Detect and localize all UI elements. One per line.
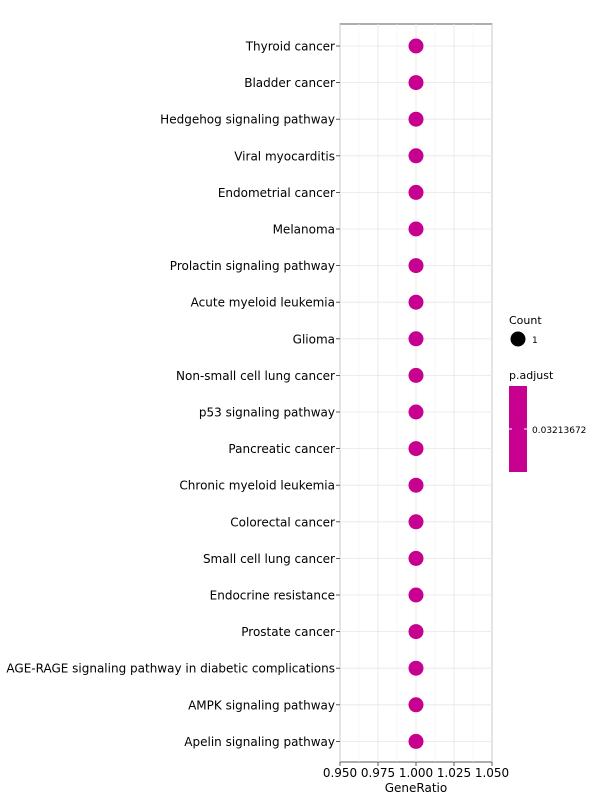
- category-label: Endocrine resistance: [210, 589, 335, 603]
- category-label: Bladder cancer: [244, 76, 335, 90]
- data-point: [408, 441, 424, 457]
- data-points: [408, 38, 424, 749]
- legend-color-label: 0.03213672: [532, 426, 586, 436]
- data-point: [408, 404, 424, 420]
- data-point: [408, 514, 424, 530]
- legend-color-title: p.adjust: [509, 369, 554, 382]
- data-point: [408, 587, 424, 603]
- data-point: [408, 221, 424, 237]
- legend-colorbar: [509, 386, 527, 472]
- category-label: AGE-RAGE signaling pathway in diabetic c…: [6, 662, 335, 676]
- category-label: Thyroid cancer: [245, 40, 335, 54]
- category-label: Non-small cell lung cancer: [176, 369, 335, 383]
- legend-size-label: 1: [532, 336, 538, 346]
- category-label: Colorectal cancer: [230, 515, 335, 529]
- category-label: Viral myocarditis: [234, 149, 335, 163]
- data-point: [408, 258, 424, 274]
- category-label: Endometrial cancer: [218, 186, 335, 200]
- x-axis: 0.950 0.975 1.000 1.025 1.050: [323, 762, 509, 780]
- data-point: [408, 294, 424, 310]
- category-label: Chronic myeloid leukemia: [179, 479, 335, 493]
- category-label: Hedgehog signaling pathway: [160, 113, 335, 127]
- data-point: [408, 184, 424, 200]
- category-label: Acute myeloid leukemia: [191, 296, 335, 310]
- category-label: Glioma: [293, 332, 335, 346]
- data-point: [408, 38, 424, 54]
- data-point: [408, 697, 424, 713]
- x-tick-label: 0.975: [361, 766, 395, 780]
- data-point: [408, 624, 424, 640]
- x-tick-label: 1.050: [475, 766, 509, 780]
- data-point: [408, 367, 424, 383]
- category-label: Apelin signaling pathway: [184, 735, 335, 749]
- legend-size-title: Count: [509, 314, 542, 327]
- data-point: [408, 111, 424, 127]
- legend: Count 1 p.adjust 0.03213672: [509, 314, 586, 472]
- data-point: [408, 660, 424, 676]
- category-label: Melanoma: [273, 223, 335, 237]
- category-label: Small cell lung cancer: [203, 552, 335, 566]
- data-point: [408, 75, 424, 91]
- x-tick-label: 1.000: [399, 766, 433, 780]
- category-label: Prostate cancer: [241, 625, 335, 639]
- data-point: [408, 733, 424, 749]
- category-label: p53 signaling pathway: [199, 406, 335, 420]
- x-tick-label: 1.025: [437, 766, 471, 780]
- category-label: AMPK signaling pathway: [188, 698, 335, 712]
- data-point: [408, 477, 424, 493]
- x-tick-label: 0.950: [323, 766, 357, 780]
- data-point: [408, 148, 424, 164]
- data-point: [408, 331, 424, 347]
- x-axis-title: GeneRatio: [385, 781, 447, 795]
- legend-size-key: [510, 331, 526, 347]
- category-label: Pancreatic cancer: [228, 442, 335, 456]
- y-axis: Thyroid cancer Bladder cancer Hedgehog sig…: [6, 40, 340, 749]
- data-point: [408, 550, 424, 566]
- category-label: Prolactin signaling pathway: [170, 259, 335, 273]
